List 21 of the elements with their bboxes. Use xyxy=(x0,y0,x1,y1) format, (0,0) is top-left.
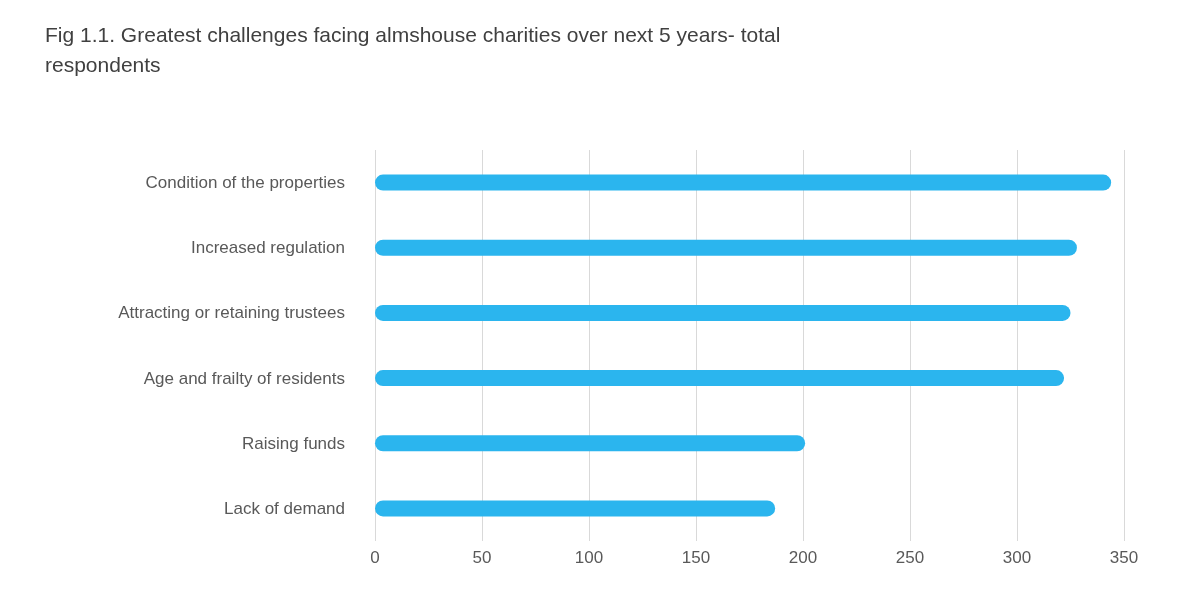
bar xyxy=(375,304,1071,321)
x-tick-label: 0 xyxy=(370,548,380,567)
bar xyxy=(375,174,1112,191)
y-tick-label: Lack of demand xyxy=(224,498,345,518)
bar xyxy=(375,239,1077,256)
bar xyxy=(375,435,806,452)
y-tick-label: Age and frailty of residents xyxy=(143,368,345,388)
x-tick-label: 200 xyxy=(788,548,818,567)
x-tick-label: 300 xyxy=(1002,548,1032,567)
y-tick-label: Condition of the properties xyxy=(145,173,345,193)
y-tick-label: Attracting or retaining trustees xyxy=(118,303,345,323)
x-tick-label: 250 xyxy=(895,548,925,567)
x-tick-label: 100 xyxy=(574,548,604,567)
y-tick-label: Increased regulation xyxy=(190,238,345,258)
x-tick-label: 50 xyxy=(472,548,492,567)
x-tick-label: 350 xyxy=(1109,548,1139,567)
x-tick-label: 150 xyxy=(681,548,711,567)
bar xyxy=(375,370,1065,387)
y-tick-label: Raising funds xyxy=(241,433,345,453)
bar xyxy=(375,500,776,517)
chart-title: Fig 1.1. Greatest challenges facing almshouse charities over next 5 years- total respondents xyxy=(45,22,787,76)
